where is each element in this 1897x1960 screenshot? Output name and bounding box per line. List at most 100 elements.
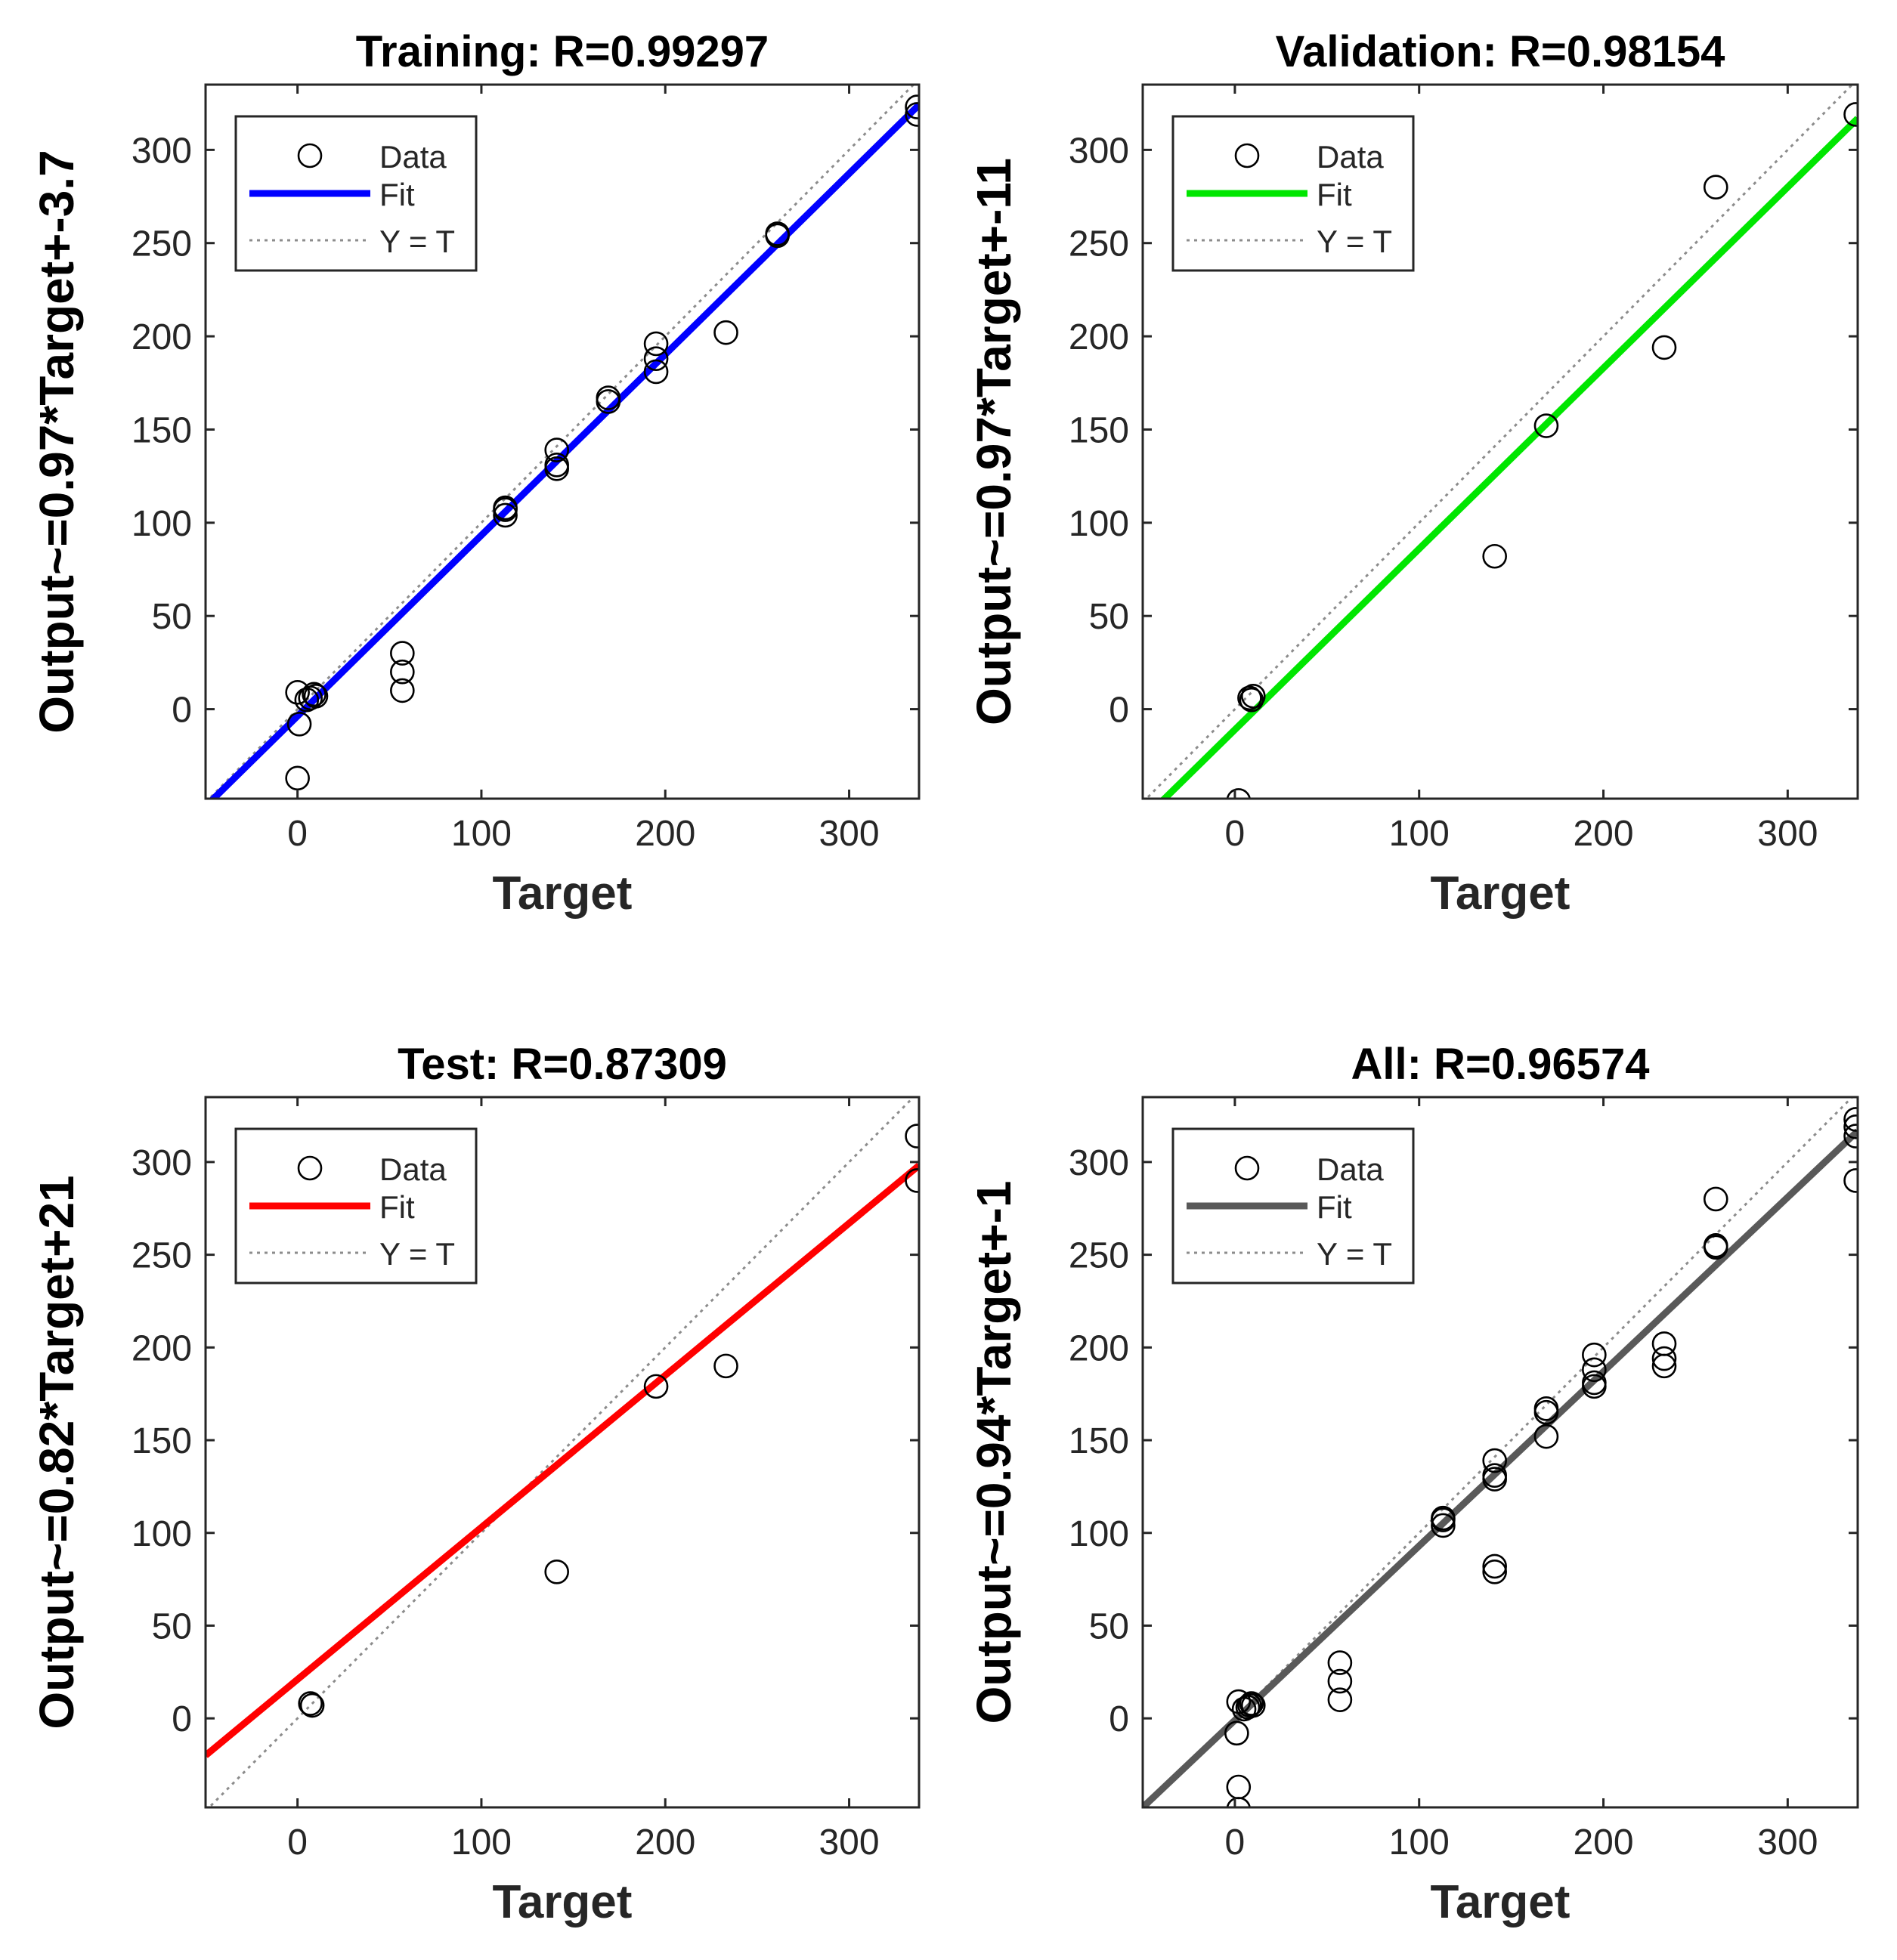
legend-fit-label: Fit [1317, 1189, 1352, 1225]
y-tick-label: 150 [1069, 1421, 1129, 1461]
x-tick-label: 300 [1757, 1822, 1818, 1863]
y-tick-label: 250 [132, 224, 192, 264]
data-point [1843, 102, 1858, 127]
y-tick-label: 0 [172, 691, 192, 731]
x-tick-label: 100 [451, 814, 512, 854]
y-tick-label: 100 [132, 504, 192, 544]
data-point [302, 682, 326, 707]
data-point [1224, 1720, 1249, 1746]
data-point [1843, 1168, 1858, 1193]
data-point [643, 1374, 669, 1399]
chart-panel-3: 0 100 200 300 0 50 100 150 200 250 300 Test: R=0.87… [29, 1040, 921, 1928]
y-tick-label: 300 [132, 131, 192, 171]
data-point [1703, 1235, 1728, 1260]
x-axis-label: Target [493, 867, 633, 920]
data-point [1482, 1448, 1507, 1473]
legend-data-marker [1234, 1155, 1260, 1181]
y-tick-label: 150 [1069, 410, 1129, 450]
y-tick-label: 50 [1089, 597, 1129, 637]
x-tick-label: 100 [451, 1822, 512, 1863]
axes-box [204, 83, 921, 800]
legend-data-marker [1234, 143, 1260, 168]
y-tick-label: 150 [132, 1421, 192, 1461]
legend-fit-label: Fit [379, 177, 415, 212]
data-point [1237, 1693, 1262, 1718]
data-point [1431, 1513, 1456, 1538]
y-axis-label: Output~=0.82*Target+21 [29, 1175, 84, 1729]
axes-box [1141, 83, 1859, 800]
data-point [1843, 1114, 1858, 1139]
data-point [1239, 1691, 1264, 1716]
legend-data-marker [297, 143, 323, 168]
data-point [544, 456, 570, 481]
y-tick-label: 50 [1089, 1606, 1129, 1646]
legend-data-label: Data [379, 139, 447, 175]
chart-title: Test: R=0.87309 [398, 1040, 727, 1089]
data-point [1703, 175, 1728, 200]
plot-content [1143, 1097, 1858, 1807]
legend-identity-label: Y = T [1317, 1236, 1392, 1272]
data-point [298, 1691, 323, 1716]
y-axis-label: Output~=0.97*Target+-11 [967, 158, 1021, 725]
x-axis-label: Target [1431, 1876, 1571, 1928]
data-point [1533, 1399, 1559, 1425]
x-tick-label: 0 [1225, 1822, 1246, 1863]
legend-fit-label: Fit [379, 1189, 415, 1225]
y-tick-label: 150 [132, 410, 192, 450]
y-tick-label: 300 [1069, 131, 1129, 171]
x-tick-label: 300 [819, 814, 879, 854]
x-tick-label: 200 [635, 814, 695, 854]
fit-line [206, 1162, 919, 1758]
legend-identity-label: Y = T [1317, 224, 1392, 259]
axes-box [204, 1096, 921, 1809]
data-point [643, 331, 669, 357]
data-point [544, 437, 570, 462]
x-tick-label: 0 [287, 814, 308, 854]
data-point [905, 1168, 919, 1193]
identity-line [207, 1097, 915, 1807]
data-point [713, 320, 738, 345]
data-point [390, 641, 415, 666]
data-point [1582, 1374, 1607, 1399]
data-point [1651, 335, 1677, 360]
data-point [493, 497, 518, 522]
y-tick-label: 250 [1069, 1236, 1129, 1276]
chart-title: All: R=0.96574 [1351, 1040, 1650, 1089]
data-point [1431, 1507, 1456, 1532]
data-point [1327, 1668, 1353, 1694]
data-point [1327, 1687, 1353, 1712]
y-tick-label: 0 [1109, 1699, 1129, 1739]
y-tick-label: 300 [1069, 1143, 1129, 1183]
data-point [285, 765, 310, 791]
data-point [713, 1353, 738, 1379]
x-tick-label: 100 [1389, 1822, 1450, 1863]
y-tick-label: 100 [1069, 504, 1129, 544]
data-point [905, 94, 919, 119]
x-axis-label: Target [493, 1876, 633, 1928]
x-tick-label: 300 [819, 1822, 879, 1863]
legend-identity-label: Y = T [379, 1236, 455, 1272]
plot-content [207, 85, 919, 799]
data-point [1533, 413, 1559, 438]
y-tick-label: 200 [132, 1328, 192, 1368]
plot-content [1144, 85, 1858, 799]
data-point [643, 359, 669, 385]
chart-title: Validation: R=0.98154 [1276, 27, 1725, 76]
data-point [390, 659, 415, 685]
data-point [905, 102, 919, 127]
data-point [905, 1124, 919, 1148]
y-axis-label: Output~=0.94*Target+-1 [967, 1180, 1021, 1724]
y-tick-label: 0 [172, 1699, 192, 1739]
y-tick-label: 200 [1069, 1328, 1129, 1368]
data-point [765, 223, 790, 249]
data-point [390, 678, 415, 703]
y-tick-label: 250 [1069, 224, 1129, 264]
y-axis-label: Output~=0.97*Target+-3.7 [29, 150, 84, 733]
y-tick-label: 100 [1069, 1514, 1129, 1554]
x-tick-label: 200 [635, 1822, 695, 1863]
data-point [299, 1693, 325, 1718]
data-point [1240, 683, 1266, 709]
